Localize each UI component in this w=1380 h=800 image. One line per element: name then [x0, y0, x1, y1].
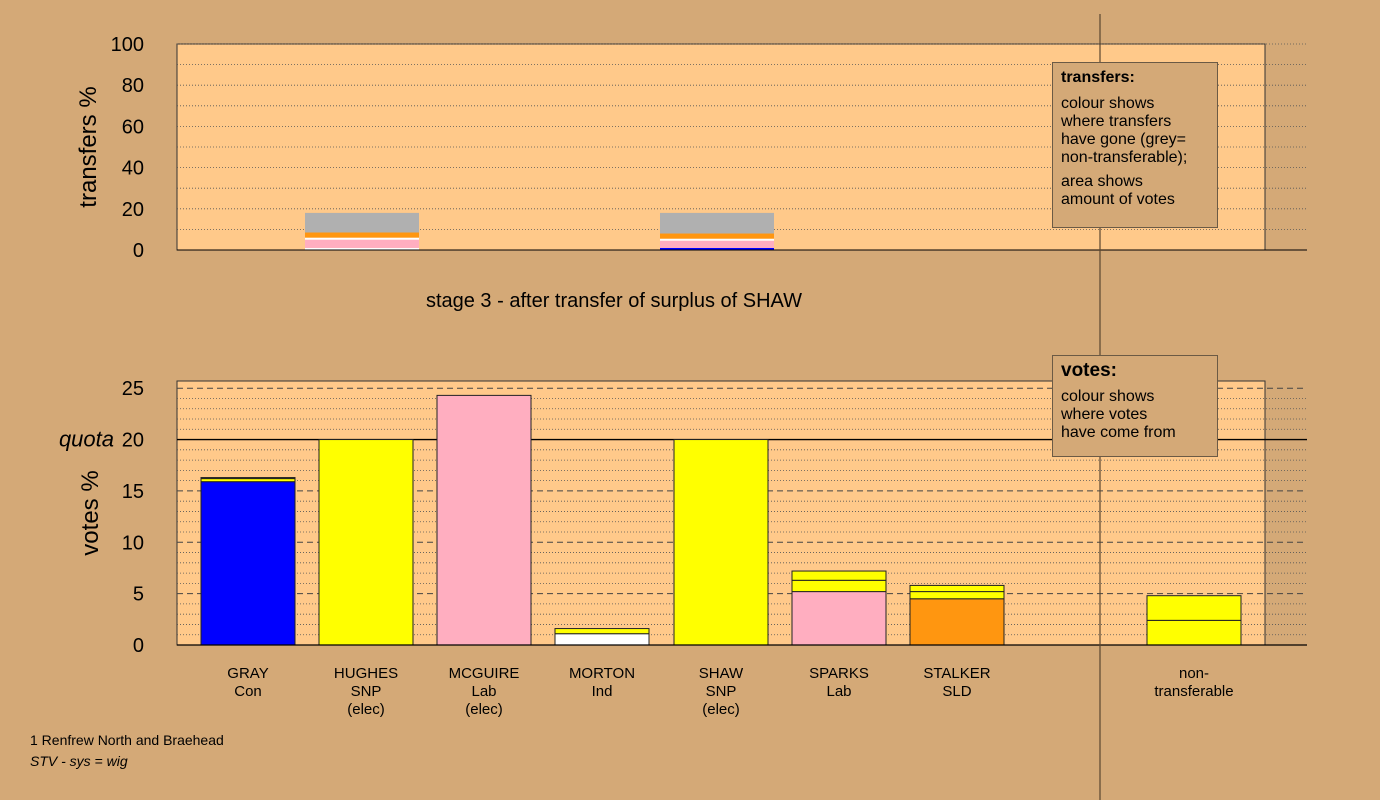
- vote-segment: [200, 481, 296, 646]
- category-label: MORTON: [569, 665, 635, 682]
- vote-segment: [791, 579, 887, 593]
- category-label: Lab: [471, 683, 496, 700]
- vote-segment: [436, 394, 532, 646]
- category-label: Lab: [826, 683, 851, 700]
- category-label: Con: [234, 683, 262, 700]
- transfers-tick-label: 60: [122, 116, 144, 138]
- category-label: HUGHES: [334, 665, 398, 682]
- vote-segment: [791, 570, 887, 581]
- transfer-segment: [660, 233, 774, 239]
- votes-legend-text: colour shows where votes have come from: [1061, 388, 1176, 441]
- votes-legend: votes: colour shows where votes have com…: [1052, 355, 1218, 457]
- vote-segment: [791, 591, 887, 646]
- category-label: (elec): [465, 701, 503, 718]
- category-label: SLD: [942, 683, 971, 700]
- transfers-legend-text-2: area shows amount of votes: [1061, 173, 1175, 208]
- transfers-tick-label: 80: [122, 75, 144, 97]
- transfers-axis-label: transfers %: [75, 86, 102, 207]
- transfer-segment: [305, 239, 419, 248]
- category-label: SHAW: [699, 665, 744, 682]
- quota-label: quota: [59, 427, 114, 452]
- transfers-legend-title: transfers:: [1061, 69, 1135, 86]
- vote-segment: [1146, 595, 1242, 621]
- transfer-segment: [305, 247, 419, 250]
- transfer-segment: [305, 212, 419, 233]
- transfer-segment: [305, 237, 419, 240]
- transfer-segment: [660, 238, 774, 241]
- category-label: (elec): [347, 701, 385, 718]
- category-label: non-: [1179, 665, 1209, 682]
- vote-segment: [200, 477, 296, 480]
- transfer-segment: [305, 232, 419, 238]
- vote-segment: [1146, 619, 1242, 646]
- category-label: SNP: [706, 683, 737, 700]
- votes-tick-label: 10: [122, 532, 144, 554]
- transfers-tick-label: 0: [133, 240, 144, 262]
- transfers-legend: transfers: colour shows where transfers …: [1052, 62, 1218, 228]
- category-label: MCGUIRE: [449, 665, 520, 682]
- vote-segment: [673, 439, 769, 646]
- category-label: GRAY: [227, 665, 268, 682]
- votes-legend-title: votes:: [1061, 360, 1117, 381]
- transfers-legend-text-1: colour shows where transfers have gone (…: [1061, 95, 1188, 166]
- category-label: (elec): [702, 701, 740, 718]
- votes-tick-label: 25: [122, 378, 144, 400]
- footer-ward: 1 Renfrew North and Braehead: [30, 732, 224, 748]
- category-label: SPARKS: [809, 665, 869, 682]
- stage-title: stage 3 - after transfer of surplus of S…: [426, 290, 802, 312]
- category-label: SNP: [351, 683, 382, 700]
- category-label: transferable: [1154, 683, 1233, 700]
- transfers-tick-label: 20: [122, 199, 144, 221]
- vote-segment: [909, 598, 1005, 646]
- vote-segment: [909, 591, 1005, 600]
- category-label: STALKER: [923, 665, 990, 682]
- transfers-tick-label: 100: [111, 34, 144, 56]
- votes-axis-label: votes %: [77, 470, 104, 555]
- votes-tick-label: 15: [122, 481, 144, 503]
- category-label: Ind: [592, 683, 613, 700]
- transfers-tick-label: 40: [122, 158, 144, 180]
- footer-system: STV - sys = wig: [30, 753, 128, 769]
- vote-segment: [909, 584, 1005, 593]
- vote-segment: [554, 633, 650, 646]
- transfer-segment: [660, 247, 774, 250]
- transfer-segment: [660, 240, 774, 248]
- votes-tick-label: 5: [133, 584, 144, 606]
- transfer-segment: [660, 212, 774, 234]
- votes-tick-label: 0: [133, 635, 144, 657]
- votes-tick-label: 20: [122, 430, 144, 452]
- vote-segment: [318, 439, 414, 646]
- vote-segment: [554, 628, 650, 635]
